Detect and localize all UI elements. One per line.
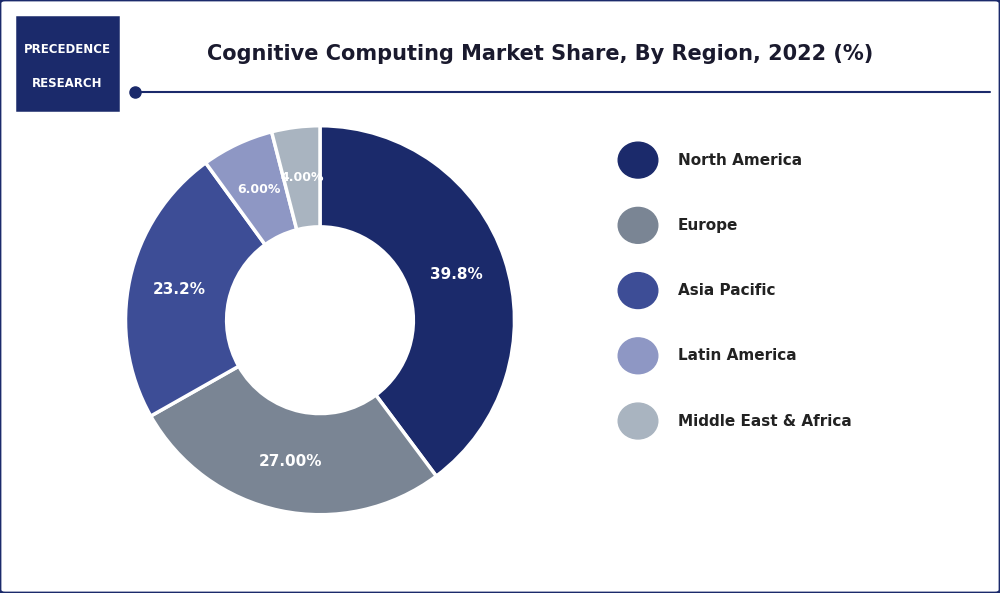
Text: Cognitive Computing Market Share, By Region, 2022 (%): Cognitive Computing Market Share, By Reg… bbox=[207, 44, 873, 65]
Text: RESEARCH: RESEARCH bbox=[32, 77, 103, 90]
Text: 23.2%: 23.2% bbox=[153, 282, 206, 297]
Text: 27.00%: 27.00% bbox=[259, 454, 322, 468]
Text: PRECEDENCE: PRECEDENCE bbox=[24, 43, 111, 56]
Text: Latin America: Latin America bbox=[678, 348, 796, 364]
Wedge shape bbox=[151, 366, 436, 515]
Text: 4.00%: 4.00% bbox=[280, 171, 324, 184]
Circle shape bbox=[618, 403, 658, 439]
Text: Europe: Europe bbox=[678, 218, 738, 233]
Circle shape bbox=[618, 208, 658, 243]
FancyBboxPatch shape bbox=[14, 14, 121, 113]
Wedge shape bbox=[320, 126, 515, 476]
Text: 6.00%: 6.00% bbox=[237, 183, 280, 196]
Text: Middle East & Africa: Middle East & Africa bbox=[678, 413, 851, 429]
Wedge shape bbox=[272, 126, 320, 230]
Circle shape bbox=[618, 338, 658, 374]
Wedge shape bbox=[125, 163, 265, 416]
Wedge shape bbox=[206, 132, 297, 245]
Text: Asia Pacific: Asia Pacific bbox=[678, 283, 775, 298]
Text: 39.8%: 39.8% bbox=[430, 267, 483, 282]
Text: North America: North America bbox=[678, 152, 802, 168]
Circle shape bbox=[618, 142, 658, 178]
Circle shape bbox=[618, 273, 658, 308]
